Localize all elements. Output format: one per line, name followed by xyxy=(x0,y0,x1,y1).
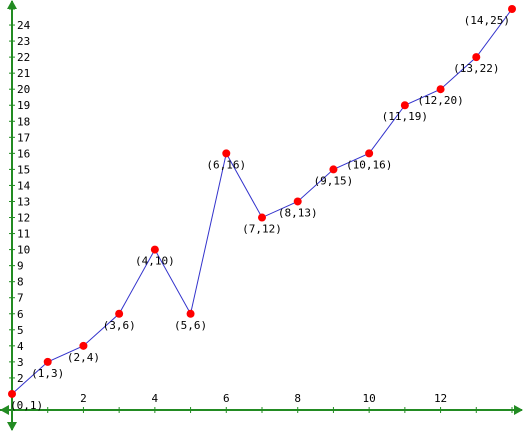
data-label: (4,10) xyxy=(135,255,175,268)
data-label: (8,13) xyxy=(278,206,318,219)
data-label: (7,12) xyxy=(242,223,282,236)
x-axis-ticks: 2 4 6 8 10 12 xyxy=(80,392,447,405)
x-tick-label: 6 xyxy=(223,392,230,405)
data-point xyxy=(329,165,338,174)
y-axis-arrow-up xyxy=(7,0,17,9)
data-labels-group: (0,1) (1,3)(2,4) (3,6) (4,10) (5,6) (6,16) (7,… xyxy=(10,14,510,412)
data-label: (2,4) xyxy=(67,351,100,364)
y-tick-label: 4 xyxy=(17,340,24,353)
y-tick-label: 24 xyxy=(17,19,31,32)
data-point xyxy=(79,341,88,350)
data-point xyxy=(222,149,231,158)
y-tick-label: 3 xyxy=(17,356,24,369)
y-tick-label: 16 xyxy=(17,147,30,160)
data-point xyxy=(43,357,52,366)
x-tick-label: 2 xyxy=(80,392,87,405)
y-tick-label: 19 xyxy=(17,99,30,112)
data-label: (11,19) xyxy=(382,110,428,123)
y-tick-label: 21 xyxy=(17,67,30,80)
y-tick-label: 12 xyxy=(17,212,30,225)
data-point xyxy=(186,309,195,318)
y-tick-label: 15 xyxy=(17,163,30,176)
data-point xyxy=(293,197,302,206)
data-point xyxy=(8,389,16,398)
data-label: (0,1) xyxy=(10,399,43,412)
data-point xyxy=(258,213,266,222)
y-tick-label: 20 xyxy=(17,83,30,96)
x-tick-label: 10 xyxy=(363,392,376,405)
data-label: (6,16) xyxy=(206,158,246,171)
data-label: (3,6) xyxy=(103,319,136,332)
y-tick-label: 5 xyxy=(17,324,24,337)
markers-group xyxy=(8,5,516,398)
series-line xyxy=(11,8,513,395)
data-label: (9,15) xyxy=(314,174,354,187)
y-tick-label: 6 xyxy=(17,308,24,321)
y-tick-label: 22 xyxy=(17,51,30,64)
y-axis-arrow-down xyxy=(7,422,17,431)
x-tick-label: 12 xyxy=(434,392,447,405)
y-tick-label: 17 xyxy=(17,131,30,144)
y-tick-label: 8 xyxy=(17,276,24,289)
data-label: (1,3) xyxy=(31,367,64,380)
data-point xyxy=(472,53,481,62)
data-label: (5,6) xyxy=(174,319,207,332)
y-tick-label: 11 xyxy=(17,228,30,241)
y-tick-label: 7 xyxy=(17,292,24,305)
data-point xyxy=(436,85,445,94)
y-tick-label: 2 xyxy=(17,372,24,385)
series-line-group xyxy=(11,8,513,395)
x-tick-label: 4 xyxy=(152,392,159,405)
data-label: (10,16) xyxy=(346,158,392,171)
x-axis-arrow-right xyxy=(514,405,523,415)
data-point xyxy=(400,101,409,110)
data-point xyxy=(115,309,124,318)
data-label: (14,25) xyxy=(464,14,510,27)
x-axis-arrow-left xyxy=(0,405,9,415)
y-tick-label: 9 xyxy=(17,260,24,273)
y-tick-label: 18 xyxy=(17,115,30,128)
data-point xyxy=(150,245,159,254)
data-label: (13,22) xyxy=(453,62,499,75)
data-label: (12,20) xyxy=(417,94,463,107)
y-tick-label: 14 xyxy=(17,179,31,192)
data-point xyxy=(365,149,374,158)
y-tick-label: 10 xyxy=(17,244,30,257)
data-point xyxy=(508,5,516,13)
y-tick-label: 23 xyxy=(17,35,30,48)
x-tick-label: 8 xyxy=(294,392,301,405)
y-tick-label: 13 xyxy=(17,195,30,208)
